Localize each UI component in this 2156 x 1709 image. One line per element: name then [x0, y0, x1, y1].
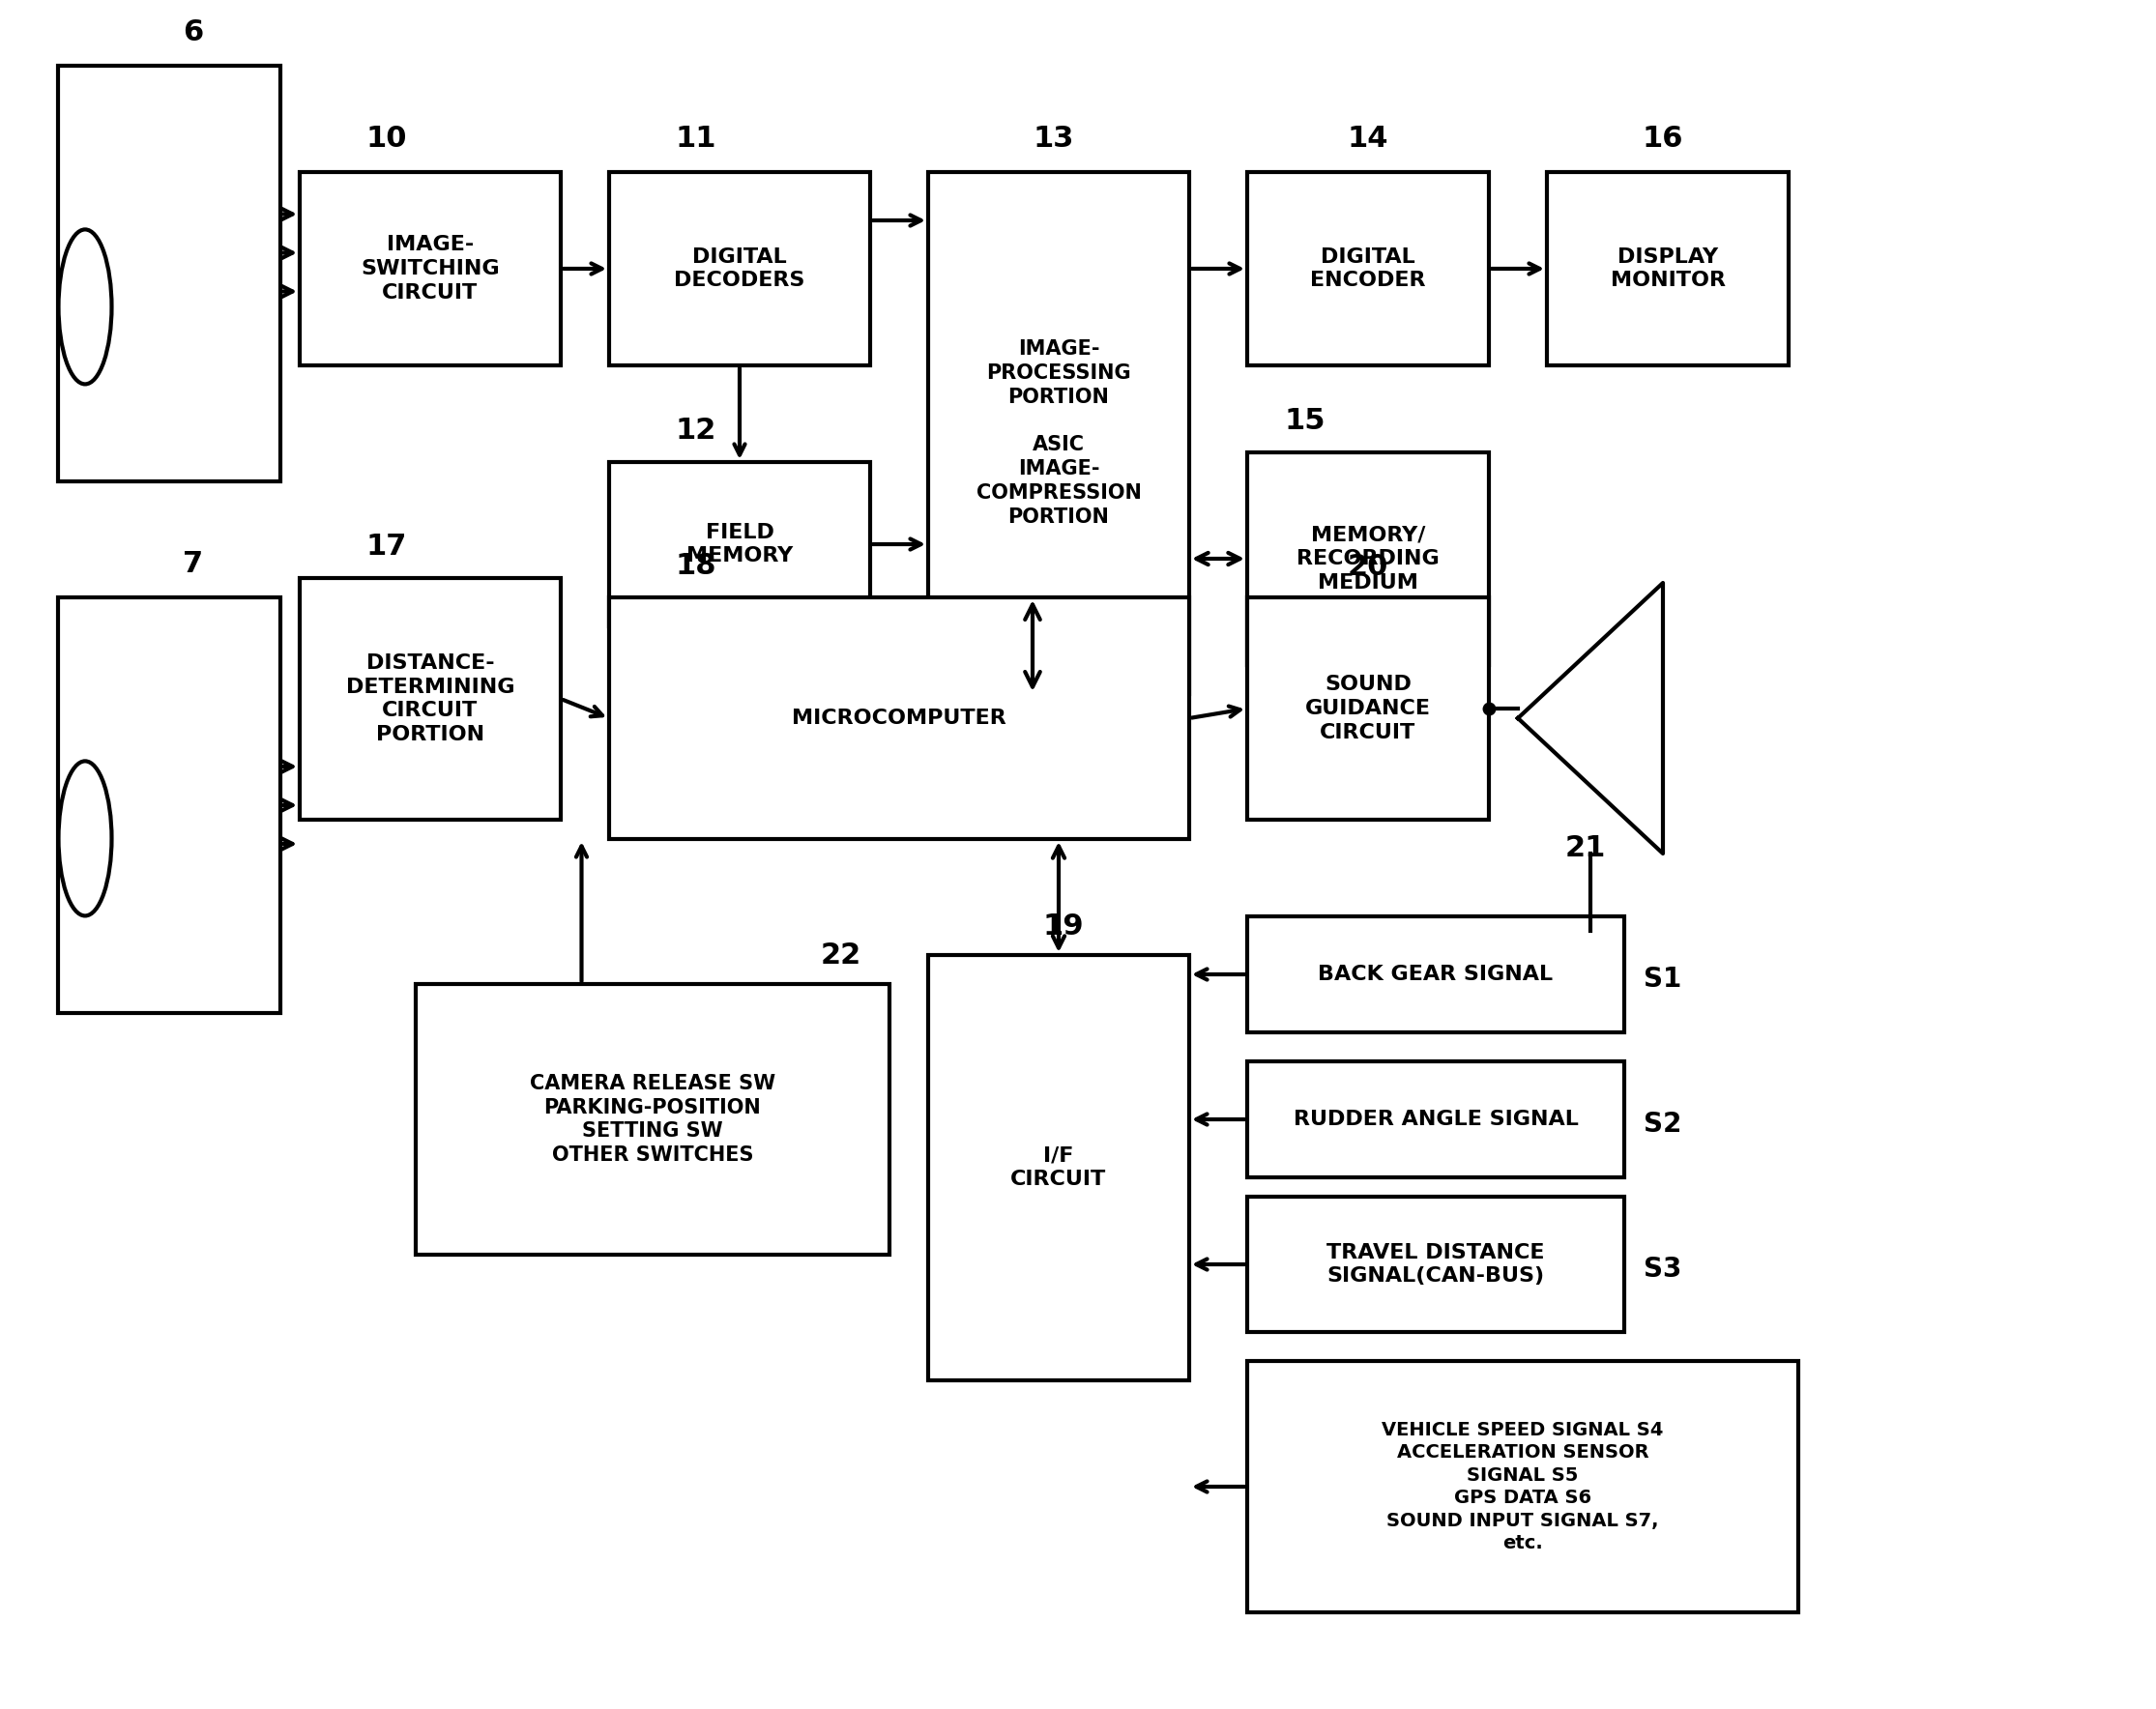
Text: 12: 12	[675, 417, 716, 444]
Text: 15: 15	[1285, 407, 1326, 436]
FancyBboxPatch shape	[610, 461, 871, 627]
Text: 16: 16	[1643, 125, 1684, 152]
Text: S3: S3	[1643, 1256, 1682, 1283]
Text: CAMERA RELEASE SW
PARKING-POSITION
SETTING SW
OTHER SWITCHES: CAMERA RELEASE SW PARKING-POSITION SETTI…	[530, 1073, 776, 1166]
Text: 21: 21	[1565, 834, 1606, 863]
FancyBboxPatch shape	[1246, 916, 1623, 1032]
Text: 7: 7	[183, 550, 203, 578]
FancyBboxPatch shape	[1546, 173, 1789, 366]
Text: IMAGE-
SWITCHING
CIRCUIT: IMAGE- SWITCHING CIRCUIT	[360, 236, 500, 302]
Text: 6: 6	[183, 19, 203, 46]
Text: 13: 13	[1033, 125, 1074, 152]
FancyBboxPatch shape	[1246, 1061, 1623, 1178]
FancyBboxPatch shape	[1246, 173, 1490, 366]
Ellipse shape	[58, 761, 112, 916]
Text: VEHICLE SPEED SIGNAL S4
ACCELERATION SENSOR
SIGNAL S5
GPS DATA S6
SOUND INPUT SI: VEHICLE SPEED SIGNAL S4 ACCELERATION SEN…	[1382, 1420, 1664, 1553]
FancyBboxPatch shape	[1246, 453, 1490, 665]
Text: I/F
CIRCUIT: I/F CIRCUIT	[1011, 1147, 1106, 1189]
Text: 20: 20	[1348, 554, 1388, 581]
Text: 17: 17	[367, 533, 407, 561]
Text: DISPLAY
MONITOR: DISPLAY MONITOR	[1611, 248, 1725, 291]
FancyBboxPatch shape	[610, 173, 871, 366]
Text: S2: S2	[1643, 1111, 1682, 1138]
Text: DISTANCE-
DETERMINING
CIRCUIT
PORTION: DISTANCE- DETERMINING CIRCUIT PORTION	[345, 653, 515, 745]
FancyBboxPatch shape	[1246, 598, 1490, 820]
FancyBboxPatch shape	[416, 984, 890, 1254]
FancyBboxPatch shape	[300, 173, 561, 366]
FancyBboxPatch shape	[610, 598, 1190, 839]
Ellipse shape	[58, 229, 112, 385]
Text: 18: 18	[675, 552, 716, 579]
Text: 10: 10	[367, 125, 407, 152]
Text: 11: 11	[675, 125, 716, 152]
Text: RUDDER ANGLE SIGNAL: RUDDER ANGLE SIGNAL	[1294, 1109, 1578, 1130]
Bar	[58, 65, 280, 482]
Text: 19: 19	[1044, 913, 1084, 940]
FancyBboxPatch shape	[927, 955, 1190, 1381]
Bar	[58, 598, 280, 1013]
Text: BACK GEAR SIGNAL: BACK GEAR SIGNAL	[1317, 964, 1552, 984]
Text: DIGITAL
DECODERS: DIGITAL DECODERS	[675, 248, 804, 291]
FancyBboxPatch shape	[927, 173, 1190, 694]
FancyBboxPatch shape	[1246, 1360, 1798, 1612]
Text: 14: 14	[1348, 125, 1388, 152]
Text: S1: S1	[1643, 966, 1682, 993]
Text: FIELD
MEMORY: FIELD MEMORY	[686, 523, 793, 566]
Text: TRAVEL DISTANCE
SIGNAL(CAN-BUS): TRAVEL DISTANCE SIGNAL(CAN-BUS)	[1326, 1242, 1544, 1285]
Text: IMAGE-
PROCESSING
PORTION

ASIC
IMAGE-
COMPRESSION
PORTION: IMAGE- PROCESSING PORTION ASIC IMAGE- CO…	[977, 340, 1141, 526]
FancyBboxPatch shape	[300, 578, 561, 820]
Text: 22: 22	[821, 942, 862, 969]
FancyBboxPatch shape	[1246, 1196, 1623, 1331]
Text: MEMORY/
RECORDING
MEDIUM: MEMORY/ RECORDING MEDIUM	[1296, 525, 1440, 593]
Text: DIGITAL
ENCODER: DIGITAL ENCODER	[1311, 248, 1425, 291]
Text: SOUND
GUIDANCE
CIRCUIT: SOUND GUIDANCE CIRCUIT	[1304, 675, 1432, 742]
Text: MICROCOMPUTER: MICROCOMPUTER	[791, 709, 1007, 728]
